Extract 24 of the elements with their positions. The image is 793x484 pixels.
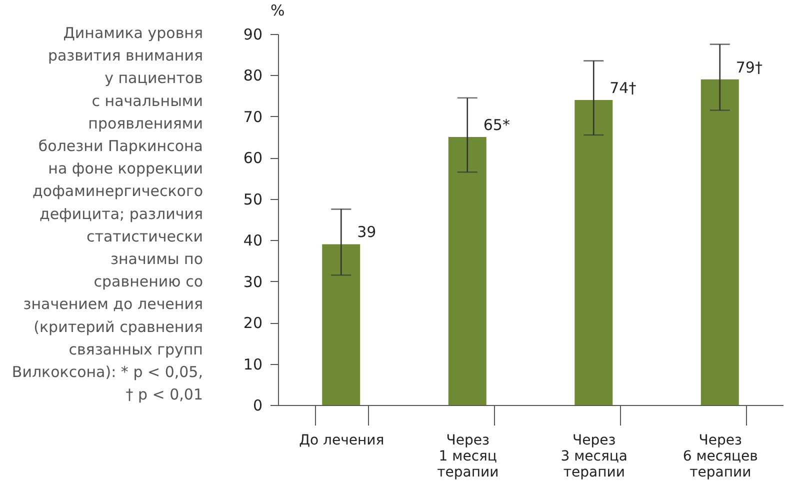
y-tick-label: 50 xyxy=(243,190,262,208)
y-tick-label: 80 xyxy=(243,66,262,85)
bar xyxy=(448,137,486,405)
data-label: 39 xyxy=(357,223,376,242)
bar xyxy=(700,79,739,405)
data-label: 74† xyxy=(610,78,637,97)
y-tick-label: 40 xyxy=(243,232,262,250)
x-tick-label: Через 3 месяца терапии xyxy=(560,432,628,480)
data-label: 65* xyxy=(483,116,510,134)
data-label: 79† xyxy=(736,58,763,76)
bar xyxy=(322,244,360,405)
x-tick-label: Через 1 месяц терапии xyxy=(437,432,499,480)
text: Динамика уровня развития внимания у пациентов с начальными проявлениями болезни Паркинсона на фоне коррекции дофаминергического дефицита; различия статистически значимы по сравнению со значением до лечения (критерий сравнения связанных групп Вилкоксона): * p < 0,05, † p < 0,01 xyxy=(12,24,203,404)
y-tick-label: 60 xyxy=(243,149,262,168)
y-tick-label: 10 xyxy=(243,355,262,374)
x-tick-label: До лечения xyxy=(299,432,384,448)
y-tick-label: 30 xyxy=(243,272,262,291)
y-axis-title: % xyxy=(270,2,285,20)
y-tick-label: 0 xyxy=(252,396,262,414)
y-tick-label: 90 xyxy=(243,26,262,44)
bar xyxy=(574,100,613,405)
y-tick-label: 20 xyxy=(243,314,262,332)
y-tick-label: 70 xyxy=(243,108,262,126)
x-tick-label: Через 6 месяцев терапии xyxy=(682,432,758,480)
